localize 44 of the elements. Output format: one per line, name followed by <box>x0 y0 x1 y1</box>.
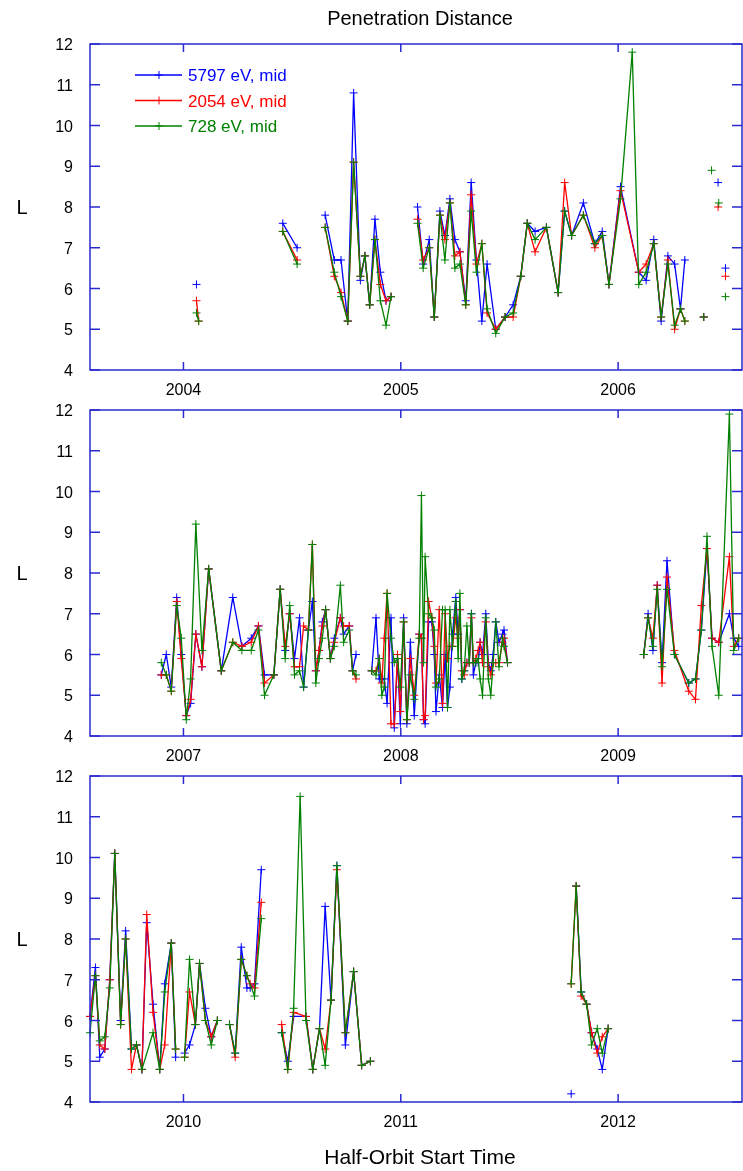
x-tick-label: 2007 <box>165 747 202 764</box>
x-tick-label: 2009 <box>600 747 637 764</box>
y-tick-label: 5 <box>64 687 74 705</box>
y-axis-title: L <box>16 928 28 950</box>
y-tick-label: 4 <box>64 728 74 745</box>
chart-title: Penetration Distance <box>327 7 513 29</box>
y-tick-label: 10 <box>55 483 74 501</box>
legend-label: 728 eV, mid <box>188 117 278 136</box>
x-tick-label: 2004 <box>165 381 202 398</box>
x-tick-label: 2005 <box>382 381 419 398</box>
y-tick-label: 6 <box>64 280 74 298</box>
y-tick-label: 4 <box>64 362 74 379</box>
legend-label: 5797 eV, mid <box>188 66 287 85</box>
y-axis-title: L <box>16 196 28 218</box>
y-tick-label: 8 <box>64 565 74 582</box>
y-tick-label: 4 <box>64 1094 74 1111</box>
y-tick-label: 10 <box>55 849 74 867</box>
x-tick-label: 2012 <box>600 1113 637 1130</box>
y-tick-label: 12 <box>55 402 74 419</box>
y-tick-label: 7 <box>64 239 74 257</box>
y-tick-label: 8 <box>64 199 74 216</box>
y-tick-label: 6 <box>64 1012 74 1030</box>
y-tick-label: 11 <box>56 808 74 826</box>
y-tick-label: 11 <box>56 442 74 460</box>
y-tick-label: 8 <box>64 931 74 948</box>
y-tick-label: 10 <box>55 117 74 135</box>
x-tick-label: 2008 <box>382 747 419 764</box>
y-tick-label: 5 <box>64 321 74 339</box>
y-tick-label: 9 <box>64 890 74 908</box>
x-axis-title: Half-Orbit Start Time <box>324 1145 516 1168</box>
x-tick-label: 2011 <box>383 1113 419 1130</box>
y-tick-label: 9 <box>64 524 74 542</box>
legend-label: 2054 eV, mid <box>188 91 287 111</box>
y-axis-title: L <box>16 562 28 584</box>
y-tick-label: 12 <box>55 36 74 53</box>
y-tick-label: 5 <box>64 1053 74 1071</box>
x-tick-label: 2006 <box>600 381 637 398</box>
y-tick-label: 7 <box>64 971 74 989</box>
x-tick-label: 2010 <box>165 1113 202 1130</box>
y-tick-label: 11 <box>56 76 74 94</box>
y-tick-label: 12 <box>55 768 74 785</box>
y-tick-label: 6 <box>64 646 74 664</box>
y-tick-label: 9 <box>64 158 74 176</box>
y-tick-label: 7 <box>64 605 74 623</box>
